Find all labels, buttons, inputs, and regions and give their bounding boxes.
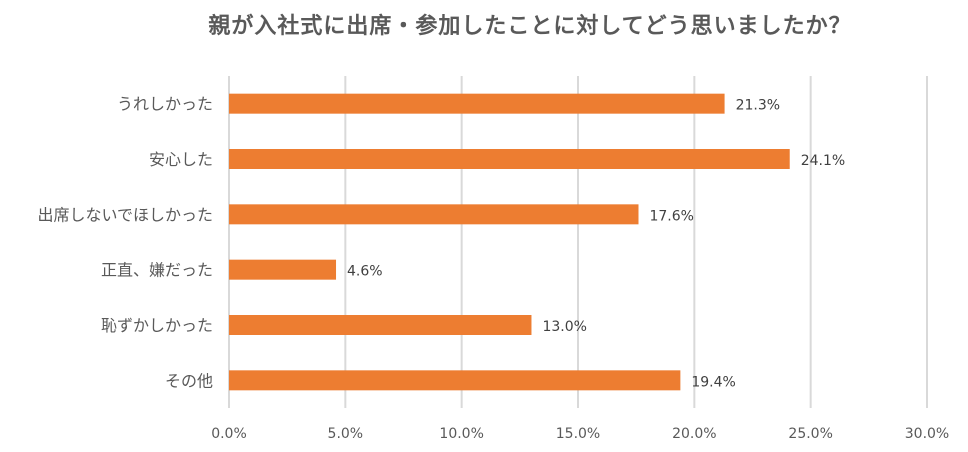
x-tick-label-3: 15.0% [556, 426, 600, 442]
data-label-0: 21.3% [736, 98, 780, 114]
category-label-5: その他 [165, 371, 213, 390]
bar-3 [229, 259, 337, 280]
category-label-3: 正直、嫌だった [101, 261, 213, 280]
x-tick-label-4: 20.0% [672, 426, 716, 442]
data-label-5: 19.4% [691, 374, 735, 390]
category-label-0: うれしかった [117, 95, 213, 114]
x-tick-label-5: 25.0% [788, 426, 832, 442]
category-label-4: 恥ずかしかった [101, 316, 213, 335]
x-tick-label-1: 5.0% [328, 426, 364, 442]
x-tick-label-2: 10.0% [439, 426, 483, 442]
bar-5 [229, 370, 681, 391]
x-tick-label-6: 30.0% [905, 426, 949, 442]
bar-0 [229, 93, 725, 114]
labels: 0.0% 5.0% 10.0% 15.0% 20.0% 25.0% 30.0% うれしかった 2… [37, 95, 949, 442]
data-label-2: 17.6% [649, 208, 693, 224]
chart-title: 親が入社式に出席・参加したことに対してどう思いましたか？ [208, 14, 852, 39]
bar-4 [229, 315, 532, 335]
data-label-1: 24.1% [801, 153, 845, 169]
bars [229, 93, 790, 391]
category-label-2: 出席しないでほしかった [37, 205, 213, 224]
x-tick-label-0: 0.0% [211, 426, 247, 442]
category-label-1: 安心した [149, 150, 213, 169]
data-label-3: 4.6% [347, 264, 383, 280]
bar-2 [229, 204, 639, 225]
bar-1 [229, 149, 790, 169]
grid-lines [228, 76, 928, 408]
data-label-4: 13.0% [542, 319, 586, 335]
